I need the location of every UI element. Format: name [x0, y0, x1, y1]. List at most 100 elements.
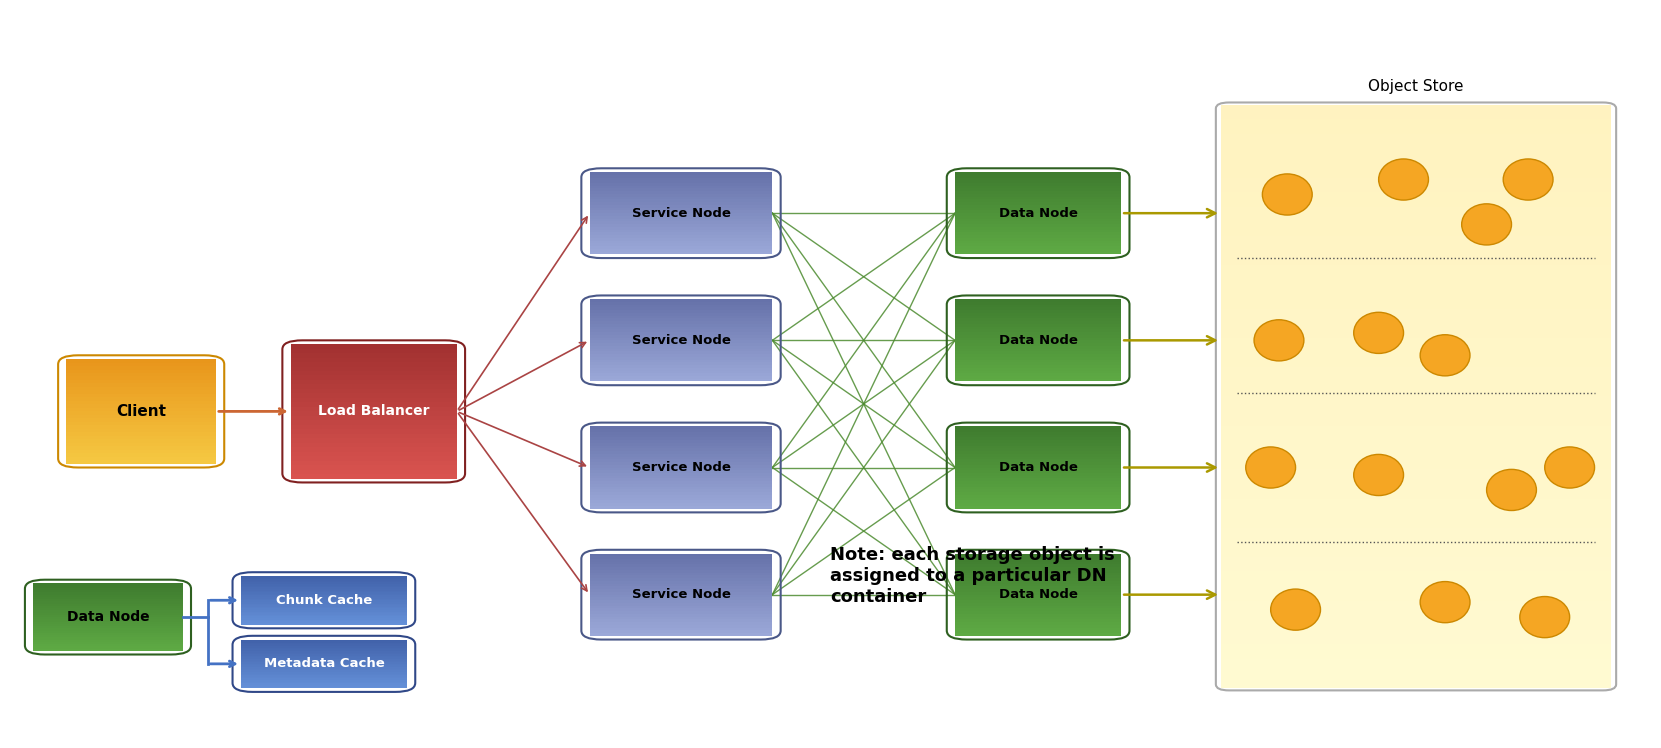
Bar: [955, 600, 1121, 603]
Bar: [1221, 236, 1611, 251]
Bar: [241, 586, 407, 587]
Bar: [955, 340, 1121, 343]
Bar: [590, 468, 772, 470]
Bar: [955, 313, 1121, 316]
Bar: [66, 408, 216, 411]
Bar: [955, 616, 1121, 619]
Bar: [33, 633, 183, 635]
Bar: [590, 465, 772, 468]
Bar: [955, 218, 1121, 221]
Bar: [955, 432, 1121, 435]
Bar: [590, 565, 772, 567]
Bar: [955, 188, 1121, 191]
Ellipse shape: [1246, 447, 1296, 488]
Bar: [955, 365, 1121, 368]
Bar: [590, 628, 772, 631]
Bar: [33, 604, 183, 606]
Bar: [33, 610, 183, 613]
Bar: [241, 610, 407, 612]
Bar: [291, 456, 457, 461]
Bar: [590, 487, 772, 489]
Bar: [241, 583, 407, 584]
Bar: [241, 672, 407, 673]
Bar: [1221, 381, 1611, 396]
Text: Chunk Cache: Chunk Cache: [276, 594, 372, 607]
Bar: [33, 635, 183, 637]
Bar: [241, 680, 407, 681]
Bar: [590, 432, 772, 435]
Bar: [241, 605, 407, 607]
Bar: [1221, 586, 1611, 601]
Bar: [590, 183, 772, 186]
Bar: [590, 191, 772, 194]
Bar: [590, 619, 772, 622]
Bar: [291, 384, 457, 389]
Bar: [33, 631, 183, 633]
Bar: [590, 319, 772, 321]
Bar: [291, 393, 457, 398]
Bar: [66, 426, 216, 429]
Bar: [33, 624, 183, 626]
Bar: [241, 618, 407, 619]
Bar: [241, 681, 407, 684]
Bar: [590, 557, 772, 559]
Text: Data Node: Data Node: [66, 610, 149, 624]
Bar: [955, 213, 1121, 216]
Bar: [590, 310, 772, 313]
Bar: [590, 603, 772, 606]
Bar: [291, 398, 457, 402]
Bar: [955, 321, 1121, 324]
Bar: [955, 481, 1121, 484]
Bar: [590, 554, 772, 557]
Bar: [590, 443, 772, 446]
Bar: [955, 216, 1121, 218]
Bar: [33, 642, 183, 644]
Bar: [590, 327, 772, 329]
Bar: [955, 589, 1121, 592]
Bar: [590, 481, 772, 484]
Bar: [955, 251, 1121, 254]
Bar: [66, 363, 216, 366]
Bar: [955, 492, 1121, 495]
Bar: [66, 450, 216, 453]
Text: Data Node: Data Node: [998, 588, 1078, 601]
Bar: [1221, 615, 1611, 630]
Bar: [955, 238, 1121, 241]
Bar: [66, 457, 216, 460]
Bar: [955, 352, 1121, 354]
Bar: [1221, 148, 1611, 163]
Text: Service Node: Service Node: [631, 334, 731, 347]
Bar: [955, 357, 1121, 360]
Bar: [955, 631, 1121, 633]
Bar: [241, 576, 407, 577]
Bar: [955, 354, 1121, 357]
Bar: [590, 454, 772, 456]
Bar: [590, 583, 772, 586]
Bar: [291, 380, 457, 384]
Bar: [590, 362, 772, 365]
Bar: [66, 387, 216, 390]
Bar: [590, 218, 772, 221]
Bar: [66, 453, 216, 457]
Bar: [955, 249, 1121, 251]
Bar: [590, 581, 772, 583]
Bar: [291, 452, 457, 456]
Bar: [241, 584, 407, 586]
Bar: [590, 484, 772, 487]
Bar: [590, 349, 772, 352]
Bar: [590, 426, 772, 429]
Bar: [241, 662, 407, 664]
Bar: [590, 352, 772, 354]
Bar: [955, 224, 1121, 227]
Bar: [1221, 280, 1611, 294]
Bar: [590, 559, 772, 562]
Bar: [590, 343, 772, 346]
Bar: [241, 623, 407, 625]
Bar: [955, 438, 1121, 440]
Bar: [955, 221, 1121, 224]
Bar: [291, 461, 457, 465]
Bar: [590, 216, 772, 218]
Bar: [590, 213, 772, 216]
Bar: [590, 429, 772, 432]
Bar: [590, 302, 772, 304]
